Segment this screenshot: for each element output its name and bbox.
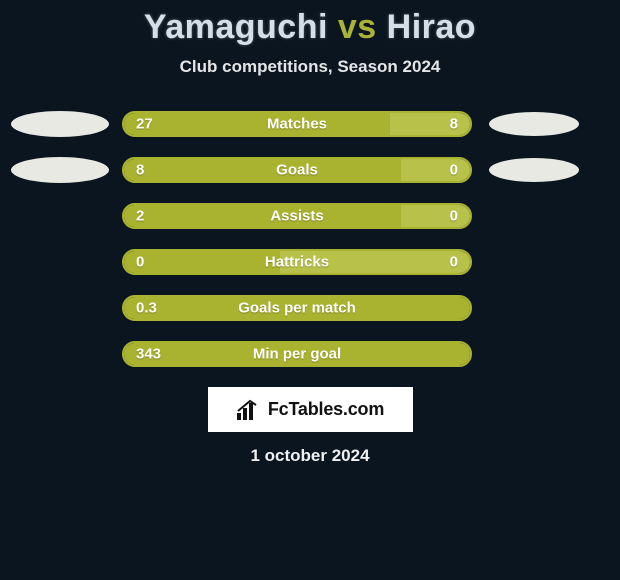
stat-bar: 0.3 Goals per match xyxy=(122,295,472,321)
stat-row: 8 0 Goals xyxy=(8,157,612,183)
bar-left-fill xyxy=(124,205,401,227)
stat-row: 2 0 Assists xyxy=(8,203,612,229)
player1-avatar xyxy=(11,111,109,137)
player1-avatar-slot xyxy=(8,341,112,367)
logo-text: FcTables.com xyxy=(268,399,384,420)
bar-left-fill xyxy=(124,113,390,135)
stat-value-left: 27 xyxy=(136,116,153,133)
stat-value-left: 2 xyxy=(136,208,144,225)
player2-name: Hirao xyxy=(387,8,476,46)
player1-avatar xyxy=(11,157,109,183)
stat-label: Assists xyxy=(270,208,323,225)
stat-label: Hattricks xyxy=(265,254,329,271)
bar-left-fill xyxy=(124,251,280,273)
stat-row: 343 Min per goal xyxy=(8,341,612,367)
stat-label: Goals per match xyxy=(238,300,356,317)
player1-avatar-slot xyxy=(8,111,112,137)
bar-right-fill xyxy=(390,113,470,135)
stat-value-left: 0.3 xyxy=(136,300,157,317)
stats-chart: 27 8 Matches 8 0 Goals 2 0 Assists 0 0 Hattricks 0.3… xyxy=(0,111,620,367)
player2-avatar-slot xyxy=(482,341,586,367)
title: Yamaguchi vs Hirao xyxy=(0,8,620,47)
player2-avatar xyxy=(489,158,579,182)
player2-avatar-slot xyxy=(482,111,586,137)
stat-bar: 27 8 Matches xyxy=(122,111,472,137)
stat-bar: 2 0 Assists xyxy=(122,203,472,229)
player2-avatar-slot xyxy=(482,157,586,183)
player2-avatar-slot xyxy=(482,203,586,229)
player1-avatar-slot xyxy=(8,295,112,321)
stat-value-right: 8 xyxy=(450,116,458,133)
player1-avatar-slot xyxy=(8,157,112,183)
stat-value-left: 8 xyxy=(136,162,144,179)
stat-bar: 0 0 Hattricks xyxy=(122,249,472,275)
stat-value-right: 0 xyxy=(450,162,458,179)
bar-left-fill xyxy=(124,159,401,181)
stat-bar: 343 Min per goal xyxy=(122,341,472,367)
vs-text: vs xyxy=(338,8,377,46)
chart-icon xyxy=(236,399,262,421)
player2-avatar-slot xyxy=(482,295,586,321)
bar-right-fill xyxy=(401,205,470,227)
bar-right-fill xyxy=(401,159,470,181)
stat-value-right: 0 xyxy=(450,254,458,271)
stat-value-left: 0 xyxy=(136,254,144,271)
player1-name: Yamaguchi xyxy=(144,8,328,46)
stat-label: Goals xyxy=(276,162,318,179)
player2-avatar-slot xyxy=(482,249,586,275)
stat-row: 27 8 Matches xyxy=(8,111,612,137)
stat-row: 0.3 Goals per match xyxy=(8,295,612,321)
stat-bar: 8 0 Goals xyxy=(122,157,472,183)
stat-label: Matches xyxy=(267,116,327,133)
fctables-logo: FcTables.com xyxy=(208,387,413,432)
subtitle: Club competitions, Season 2024 xyxy=(0,57,620,77)
infographic-container: Yamaguchi vs Hirao Club competitions, Se… xyxy=(0,0,620,466)
player1-avatar-slot xyxy=(8,203,112,229)
stat-label: Min per goal xyxy=(253,346,341,363)
stat-value-left: 343 xyxy=(136,346,161,363)
player1-avatar-slot xyxy=(8,249,112,275)
player2-avatar xyxy=(489,112,579,136)
date-text: 1 october 2024 xyxy=(0,446,620,466)
stat-value-right: 0 xyxy=(450,208,458,225)
stat-row: 0 0 Hattricks xyxy=(8,249,612,275)
